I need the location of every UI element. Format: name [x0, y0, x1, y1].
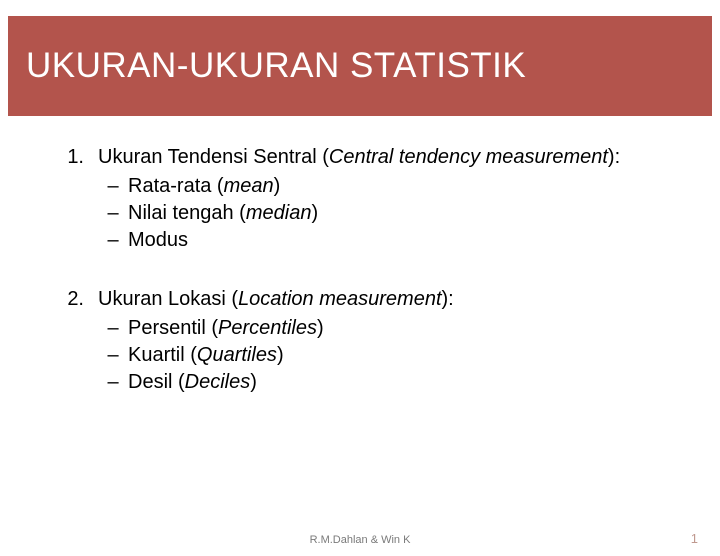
heading-plain: Ukuran Lokasi (	[98, 288, 238, 310]
item-number: 2.	[60, 286, 98, 313]
sub-text: Nilai tengah (median)	[128, 200, 660, 227]
sub-item: – Rata-rata (mean)	[60, 173, 660, 200]
slide-title: UKURAN-UKURAN STATISTIK	[26, 46, 526, 85]
list-item: 2. Ukuran Lokasi (Location measurement):…	[60, 286, 660, 396]
sub-dash: –	[98, 315, 128, 342]
item-heading-line: 1. Ukuran Tendensi Sentral (Central tend…	[60, 144, 660, 171]
footer-page-number: 1	[691, 531, 698, 546]
footer-author: R.M.Dahlan & Win K	[0, 534, 720, 546]
heading-close: ):	[608, 146, 620, 168]
heading-italic: Central tendency measurement	[329, 146, 608, 168]
slide-title-bar: UKURAN-UKURAN STATISTIK	[8, 16, 712, 116]
item-number: 1.	[60, 144, 98, 171]
sub-dash: –	[98, 342, 128, 369]
heading-close: ):	[442, 288, 454, 310]
sublist: – Rata-rata (mean) – Nilai tengah (media…	[60, 173, 660, 254]
list-item: 1. Ukuran Tendensi Sentral (Central tend…	[60, 144, 660, 254]
sub-dash: –	[98, 173, 128, 200]
heading-italic: Location measurement	[238, 288, 441, 310]
sub-text: Desil (Deciles)	[128, 369, 660, 396]
sub-item: – Persentil (Percentiles)	[60, 315, 660, 342]
sub-dash: –	[98, 369, 128, 396]
sub-dash: –	[98, 200, 128, 227]
sub-text: Kuartil (Quartiles)	[128, 342, 660, 369]
item-heading-line: 2. Ukuran Lokasi (Location measurement):	[60, 286, 660, 313]
sub-text: Persentil (Percentiles)	[128, 315, 660, 342]
sub-item: – Kuartil (Quartiles)	[60, 342, 660, 369]
sub-item: – Desil (Deciles)	[60, 369, 660, 396]
sub-text: Modus	[128, 227, 660, 254]
sublist: – Persentil (Percentiles) – Kuartil (Qua…	[60, 315, 660, 396]
sub-dash: –	[98, 227, 128, 254]
sub-item: – Modus	[60, 227, 660, 254]
heading-plain: Ukuran Tendensi Sentral (	[98, 146, 329, 168]
sub-item: – Nilai tengah (median)	[60, 200, 660, 227]
slide-body: 1. Ukuran Tendensi Sentral (Central tend…	[0, 116, 720, 396]
sub-text: Rata-rata (mean)	[128, 173, 660, 200]
item-heading: Ukuran Tendensi Sentral (Central tendenc…	[98, 144, 660, 171]
item-heading: Ukuran Lokasi (Location measurement):	[98, 286, 660, 313]
